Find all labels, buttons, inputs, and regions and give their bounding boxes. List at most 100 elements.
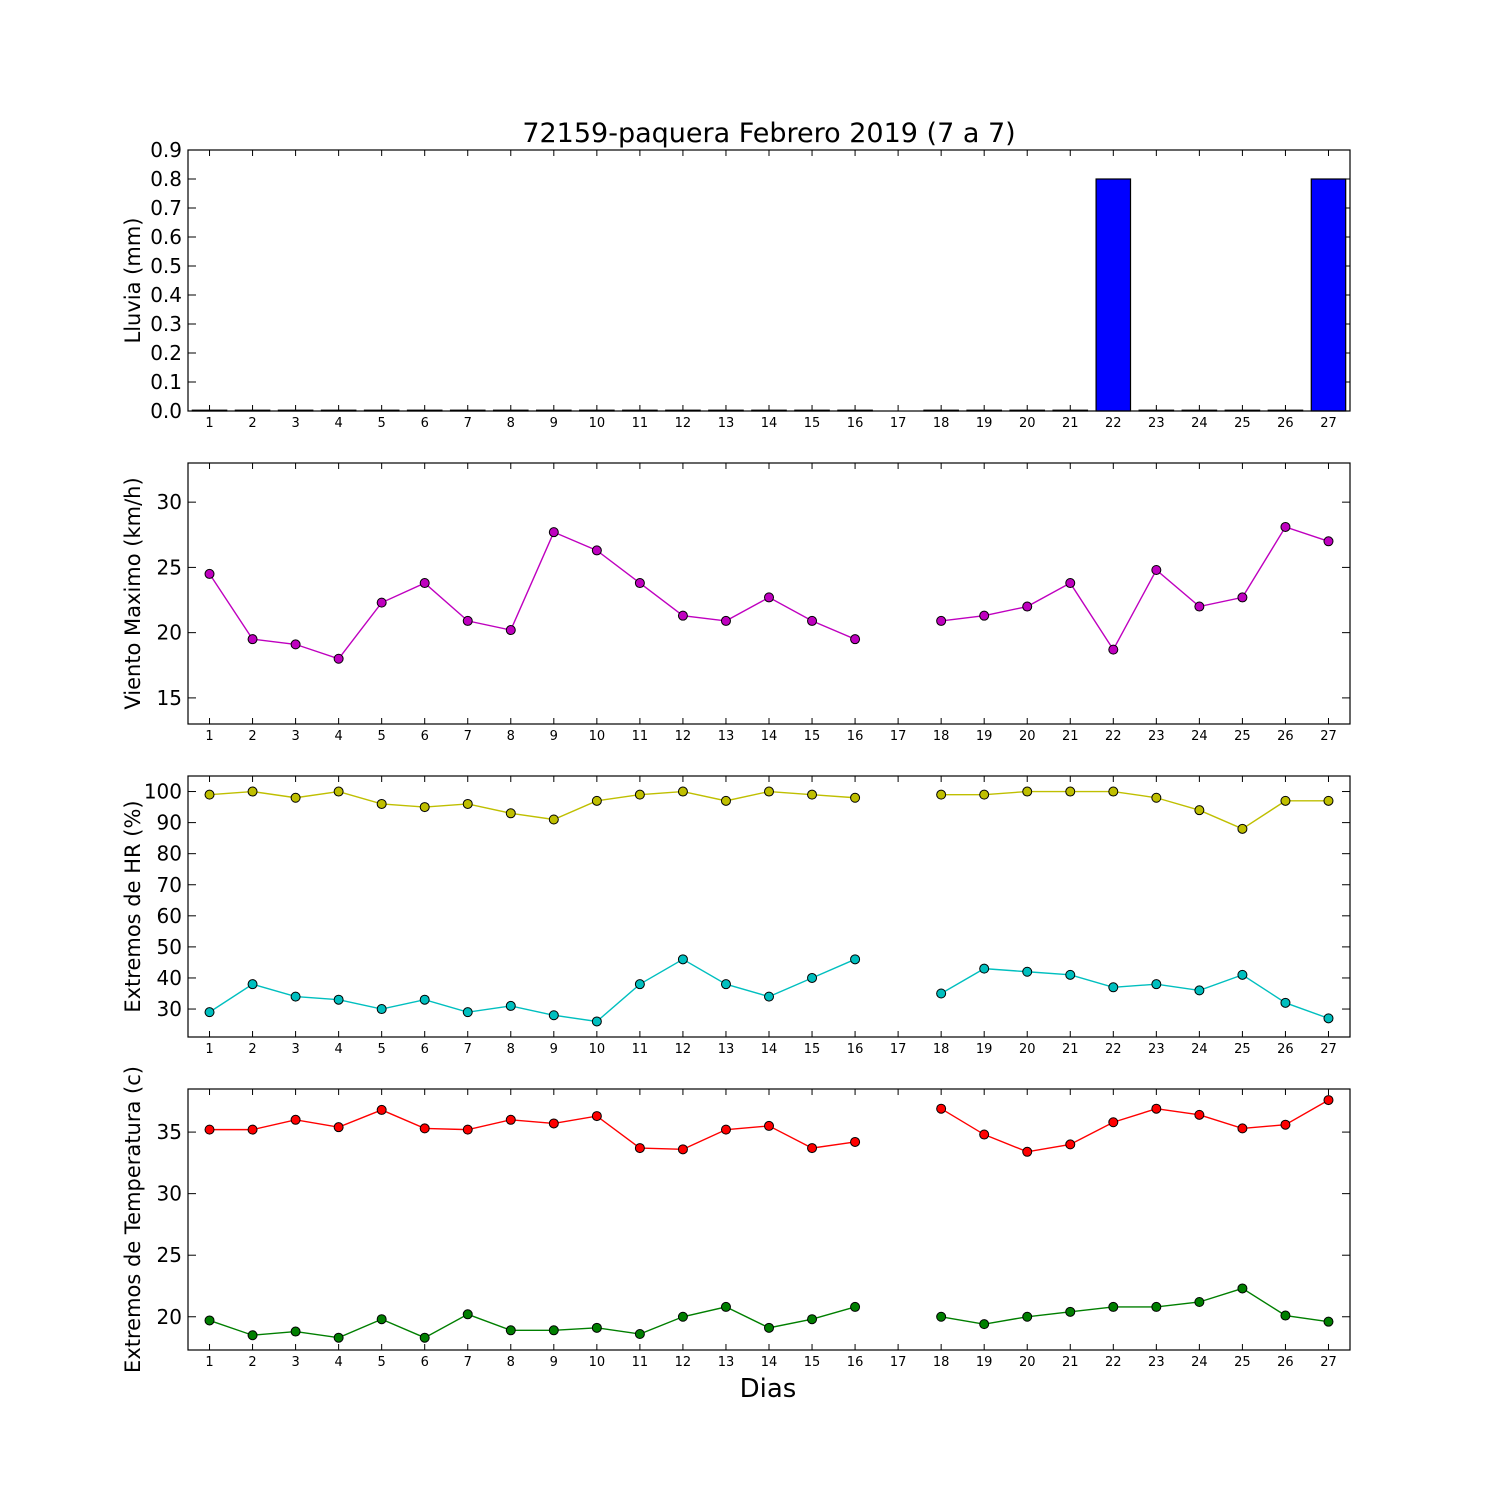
x-tick-label: 19 bbox=[976, 416, 993, 431]
plot-frame bbox=[187, 149, 1351, 412]
x-tick-label: 5 bbox=[378, 1355, 386, 1370]
x-tick-label: 19 bbox=[976, 1042, 993, 1057]
data-point bbox=[376, 1104, 387, 1115]
data-point bbox=[333, 1332, 344, 1343]
series-line-1 bbox=[209, 790, 856, 821]
data-point bbox=[1151, 979, 1162, 990]
y-tick-label: 0.0 bbox=[150, 399, 182, 423]
y-tick-label: 25 bbox=[157, 555, 182, 579]
chart-title: 72159-paquera Febrero 2019 (7 a 7) bbox=[522, 118, 1015, 149]
data-point bbox=[807, 1143, 818, 1154]
y-tick-label: 0.6 bbox=[150, 225, 182, 249]
data-point bbox=[376, 1004, 387, 1015]
x-tick-label: 19 bbox=[976, 1355, 993, 1370]
data-point bbox=[419, 802, 430, 813]
data-point bbox=[247, 786, 258, 797]
data-point bbox=[936, 615, 947, 626]
data-point bbox=[634, 789, 645, 800]
x-tick-label: 21 bbox=[1062, 1355, 1079, 1370]
data-point bbox=[462, 1124, 473, 1135]
data-point bbox=[247, 1124, 258, 1135]
data-point bbox=[1065, 578, 1076, 589]
data-point bbox=[1194, 601, 1205, 612]
x-tick-label: 25 bbox=[1234, 729, 1251, 744]
x-tick-label: 17 bbox=[890, 729, 907, 744]
data-point bbox=[764, 1322, 774, 1333]
x-tick-label: 14 bbox=[761, 416, 778, 431]
x-tick-label: 10 bbox=[589, 1042, 606, 1057]
data-point bbox=[333, 653, 344, 664]
data-point bbox=[764, 1120, 774, 1131]
x-tick-label: 1 bbox=[205, 729, 213, 744]
data-point bbox=[505, 1325, 516, 1336]
data-point bbox=[936, 789, 947, 800]
series-line-2 bbox=[209, 958, 856, 1023]
x-tick-label: 24 bbox=[1191, 416, 1208, 431]
data-point bbox=[1022, 1146, 1033, 1157]
x-tick-label: 26 bbox=[1277, 1355, 1294, 1370]
data-point bbox=[1065, 1139, 1076, 1150]
y-tick-label: 25 bbox=[157, 1243, 182, 1267]
data-point bbox=[720, 1301, 731, 1312]
x-tick-label: 27 bbox=[1320, 1355, 1337, 1370]
data-point bbox=[204, 789, 215, 800]
data-point bbox=[591, 1016, 602, 1027]
data-point bbox=[1022, 1311, 1033, 1322]
x-tick-label: 24 bbox=[1191, 729, 1208, 744]
data-point bbox=[1280, 1310, 1291, 1321]
x-tick-label: 24 bbox=[1191, 1042, 1208, 1057]
x-tick-label: 26 bbox=[1277, 729, 1294, 744]
x-tick-label: 23 bbox=[1148, 1042, 1165, 1057]
data-point bbox=[1280, 521, 1291, 532]
data-point bbox=[979, 1319, 990, 1330]
x-tick-label: 3 bbox=[291, 1042, 299, 1057]
y-tick-label: 70 bbox=[157, 873, 182, 897]
x-tick-label: 26 bbox=[1277, 416, 1294, 431]
y-tick-label: 0.1 bbox=[150, 370, 182, 394]
series-line-2 bbox=[940, 967, 1329, 1020]
data-point bbox=[1194, 1109, 1205, 1120]
y-tick-label: 0.4 bbox=[150, 283, 182, 307]
x-tick-label: 2 bbox=[248, 729, 256, 744]
y-tick-label: 0.9 bbox=[150, 138, 182, 162]
data-point bbox=[548, 527, 559, 538]
x-tick-label: 14 bbox=[761, 1042, 778, 1057]
x-tick-label: 17 bbox=[890, 1042, 907, 1057]
y-tick-label: 80 bbox=[157, 842, 182, 866]
data-point bbox=[505, 625, 516, 636]
x-tick-label: 21 bbox=[1062, 1042, 1079, 1057]
data-point bbox=[505, 808, 516, 819]
data-point bbox=[807, 615, 818, 626]
y-tick-label: 20 bbox=[157, 1305, 182, 1329]
data-point bbox=[333, 786, 344, 797]
x-tick-label: 17 bbox=[890, 416, 907, 431]
data-point bbox=[936, 1103, 947, 1114]
series-line-1 bbox=[208, 531, 856, 660]
x-tick-label: 12 bbox=[675, 729, 692, 744]
data-point bbox=[677, 786, 688, 797]
x-tick-label: 4 bbox=[334, 729, 342, 744]
data-point bbox=[634, 1143, 645, 1154]
data-point bbox=[247, 1330, 258, 1341]
data-point bbox=[850, 634, 861, 645]
data-point bbox=[764, 592, 774, 603]
y-tick-label: 0.2 bbox=[150, 341, 182, 365]
y-tick-label: 30 bbox=[157, 997, 182, 1021]
x-tick-label: 25 bbox=[1234, 416, 1251, 431]
x-tick-label: 8 bbox=[507, 416, 515, 431]
x-tick-label: 9 bbox=[550, 1355, 558, 1370]
data-point bbox=[634, 1328, 645, 1339]
data-point bbox=[677, 1144, 688, 1155]
x-tick-label: 19 bbox=[976, 729, 993, 744]
x-tick-label: 11 bbox=[632, 416, 649, 431]
data-point bbox=[979, 963, 990, 974]
x-tick-label: 2 bbox=[248, 1355, 256, 1370]
y-tick-label: 0.5 bbox=[150, 254, 182, 278]
data-point bbox=[548, 1010, 559, 1021]
data-point bbox=[1194, 805, 1205, 816]
x-tick-label: 12 bbox=[675, 416, 692, 431]
x-tick-label: 8 bbox=[507, 1042, 515, 1057]
x-tick-label: 22 bbox=[1105, 1042, 1122, 1057]
x-tick-label: 21 bbox=[1062, 729, 1079, 744]
